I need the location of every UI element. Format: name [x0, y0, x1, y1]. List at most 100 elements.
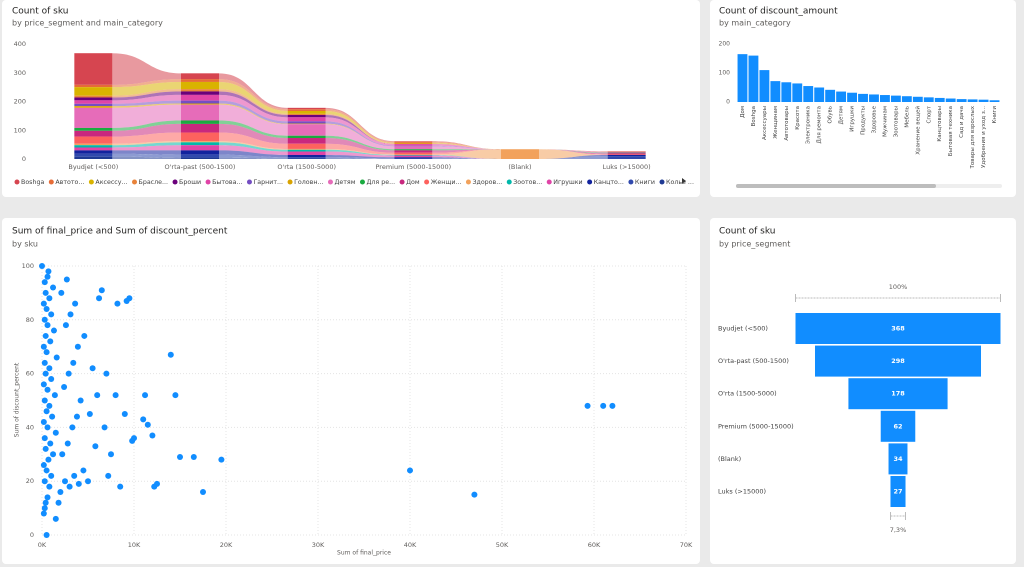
- x-tick-label: Бытовая техника: [948, 106, 954, 156]
- legend-marker: [205, 179, 211, 185]
- scatter-point: [71, 472, 78, 479]
- scatter-point: [45, 456, 52, 463]
- scatter-point: [40, 419, 47, 426]
- ribbon-column-segment: [287, 148, 326, 150]
- y-tick-label: 400: [14, 40, 26, 48]
- scatter-point: [177, 453, 183, 460]
- scatter-point: [57, 488, 64, 495]
- scatter-point: [41, 397, 48, 404]
- scatter-point: [41, 435, 48, 442]
- ribbon: [325, 107, 395, 142]
- legend-marker: [546, 179, 552, 185]
- ribbon: [539, 154, 608, 159]
- x-tick-label: 50K: [496, 541, 509, 549]
- scatter-point: [167, 351, 174, 358]
- x-tick-label: Аксессуары: [762, 106, 768, 140]
- ribbon: [112, 94, 181, 104]
- ribbon-column-segment: [287, 123, 326, 125]
- scatter-point: [105, 472, 112, 479]
- ribbon: [219, 91, 288, 118]
- legend-next-arrow[interactable]: [682, 178, 686, 184]
- ribbon: [325, 151, 395, 158]
- ribbon-column-segment: [287, 124, 326, 136]
- category-label: O'rta (1500-5000): [718, 390, 777, 398]
- bar: [923, 97, 934, 102]
- chart-subtitle: by price_segment: [719, 240, 790, 249]
- bar: [825, 89, 836, 102]
- scatter-point: [47, 440, 54, 447]
- scatter-point: [600, 402, 607, 409]
- legend-label: Броши: [179, 179, 201, 186]
- bar: [967, 99, 978, 102]
- bar: [901, 96, 912, 102]
- ribbon-column-segment: [181, 123, 219, 133]
- x-tick-label: Красота: [795, 106, 801, 130]
- scatter-point: [40, 510, 47, 517]
- ribbon: [112, 103, 181, 108]
- x-tick-label: Для ремонта: [817, 106, 823, 143]
- ribbon: [325, 143, 395, 155]
- legend-label: Boshga: [21, 179, 44, 186]
- bar: [814, 87, 825, 102]
- bar: [770, 81, 781, 102]
- ribbon-column-segment: [394, 146, 433, 150]
- x-tick-label: Обувь: [828, 106, 834, 123]
- scatter-point: [142, 392, 149, 399]
- scatter-point: [65, 370, 72, 377]
- scatter-point: [94, 392, 101, 399]
- ribbon: [219, 89, 288, 116]
- scatter-point: [50, 284, 57, 291]
- legend-label: Игрушки: [553, 179, 582, 186]
- scatter-point: [190, 453, 197, 460]
- ribbon-column-segment: [181, 79, 219, 82]
- ribbon-column-segment: [181, 154, 219, 158]
- ribbon: [112, 91, 181, 101]
- scatter-point: [43, 467, 50, 474]
- ribbon: [112, 156, 181, 159]
- scatter-point: [67, 311, 74, 318]
- scatter-point: [112, 392, 119, 399]
- legend-marker: [327, 179, 333, 185]
- ribbon-column-segment: [181, 100, 219, 104]
- scatter-point: [51, 392, 58, 399]
- legend-marker: [424, 179, 430, 185]
- ribbon: [325, 113, 395, 145]
- scatter-point: [40, 343, 47, 350]
- scatter-point: [86, 410, 93, 417]
- chart-subtitle: by price_segment and main_category: [12, 19, 163, 28]
- scatter-point: [74, 343, 81, 350]
- scatter-point: [42, 370, 49, 377]
- scatter-point: [609, 402, 616, 409]
- ribbon: [539, 149, 608, 153]
- legend-marker: [659, 179, 665, 185]
- category-label: (Blank): [718, 455, 741, 463]
- scatter-point: [52, 429, 59, 436]
- scatter-point: [58, 289, 65, 296]
- x-axis-label: Sum of final_price: [337, 550, 391, 557]
- x-tick-label: 20K: [220, 541, 233, 549]
- ribbon-column-segment: [181, 141, 219, 143]
- scrollbar-thumb[interactable]: [736, 184, 936, 188]
- scatter-point: [117, 483, 124, 490]
- legend-label: Книги: [635, 179, 655, 186]
- scatter-point: [172, 392, 179, 399]
- legend-label: Колье ...: [666, 179, 694, 186]
- y-tick-label: 300: [14, 69, 26, 77]
- ribbon-column-segment: [394, 155, 433, 158]
- legend-marker: [172, 179, 178, 185]
- scatter-point: [200, 488, 206, 495]
- ribbon-column-segment: [287, 110, 326, 114]
- scatter-point: [44, 424, 51, 431]
- scatter-point: [63, 276, 70, 283]
- ribbon-column-segment: [394, 149, 433, 151]
- ribbon: [219, 94, 288, 122]
- bar: [748, 55, 759, 102]
- ribbon-column-segment: [607, 154, 646, 157]
- legend-label: Гарнит...: [253, 179, 283, 186]
- scatter-point: [44, 494, 51, 501]
- ribbon: [432, 146, 501, 150]
- percent-label: 7,3%: [890, 526, 907, 534]
- scatter-point: [40, 381, 47, 388]
- ribbon-column-segment: [74, 150, 113, 154]
- scatter-point: [42, 289, 49, 296]
